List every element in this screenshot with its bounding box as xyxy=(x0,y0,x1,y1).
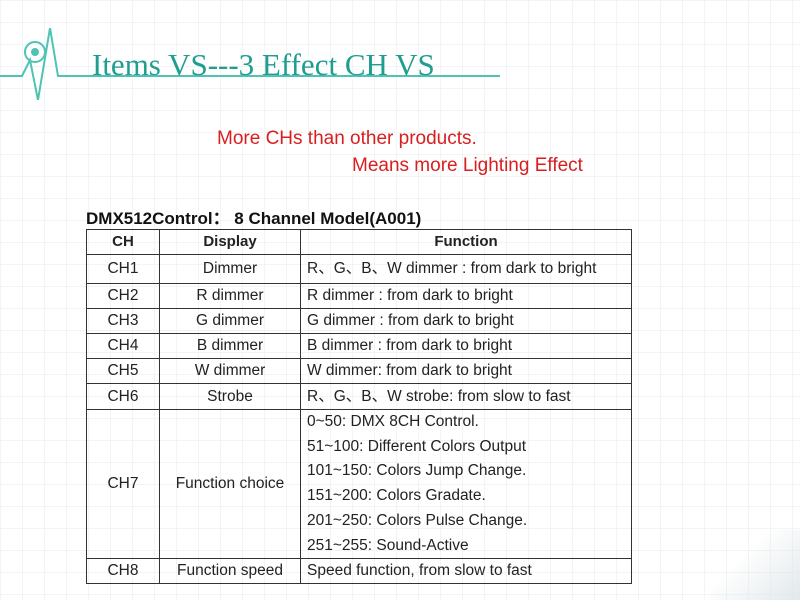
cell-ch: CH7 xyxy=(86,408,160,560)
cell-ch: CH5 xyxy=(86,358,160,384)
cell-function-list: 0~50: DMX 8CH Control. 51~100: Different… xyxy=(300,408,632,560)
cell-ch: CH8 xyxy=(86,558,160,585)
table-row: CH5 W dimmer W dimmer: from dark to brig… xyxy=(86,358,632,384)
function-line: 151~200: Colors Gradate. xyxy=(307,487,486,505)
cell-display: Function choice xyxy=(159,408,301,560)
header-ch: CH xyxy=(86,229,160,255)
cell-ch: CH3 xyxy=(86,308,160,334)
table-row: CH3 G dimmer G dimmer : from dark to bri… xyxy=(86,308,632,334)
table-header-row: CH Display Function xyxy=(86,229,632,255)
function-line: 101~150: Colors Jump Change. xyxy=(307,462,527,480)
table-row: CH8 Function speed Speed function, from … xyxy=(86,558,632,585)
cell-display: G dimmer xyxy=(159,308,301,334)
pulse-line-icon xyxy=(0,28,500,100)
cell-function: Speed function, from slow to fast xyxy=(300,558,632,585)
cell-display: Function speed xyxy=(159,558,301,585)
note-line-1: More CHs than other products. xyxy=(217,128,477,149)
function-line: 0~50: DMX 8CH Control. xyxy=(307,413,479,430)
cell-function: W dimmer: from dark to bright xyxy=(300,358,632,384)
function-line: 201~250: Colors Pulse Change. xyxy=(307,511,528,529)
cell-display: R dimmer xyxy=(159,283,301,309)
cell-ch: CH2 xyxy=(86,283,160,309)
cell-ch: CH4 xyxy=(86,333,160,359)
cell-function: B dimmer : from dark to bright xyxy=(300,333,632,359)
note-line-2: Means more Lighting Effect xyxy=(352,155,583,176)
function-line: 251~255: Sound-Active xyxy=(307,536,469,554)
channel-table: CH Display Function CH1 Dimmer R、G、B、W d… xyxy=(86,229,632,585)
slide-title: Items VS---3 Effect CH VS xyxy=(92,47,435,82)
table-caption: DMX512Control： 8 Channel Model(A001) xyxy=(86,209,422,228)
cell-function: R、G、B、W strobe: from slow to fast xyxy=(300,383,632,410)
cell-function: R dimmer : from dark to bright xyxy=(300,283,632,309)
table-row: CH6 Strobe R、G、B、W strobe: from slow to … xyxy=(86,383,632,410)
table-row: CH2 R dimmer R dimmer : from dark to bri… xyxy=(86,283,632,309)
function-line: 51~100: Different Colors Output xyxy=(307,437,526,455)
cell-display: W dimmer xyxy=(159,358,301,384)
cell-ch: CH6 xyxy=(86,383,160,410)
cell-display: Strobe xyxy=(159,383,301,410)
cell-display: B dimmer xyxy=(159,333,301,359)
cell-display: Dimmer xyxy=(159,254,301,284)
cell-function: G dimmer : from dark to bright xyxy=(300,308,632,334)
corner-decoration xyxy=(710,530,800,600)
table-row: CH7 Function choice 0~50: DMX 8CH Contro… xyxy=(86,408,632,560)
header-display: Display xyxy=(159,229,301,255)
header-function: Function xyxy=(300,229,632,255)
cell-function: R、G、B、W dimmer : from dark to bright xyxy=(300,254,632,284)
table-row: CH4 B dimmer B dimmer : from dark to bri… xyxy=(86,333,632,359)
table-row: CH1 Dimmer R、G、B、W dimmer : from dark to… xyxy=(86,254,632,284)
cell-ch: CH1 xyxy=(86,254,160,284)
